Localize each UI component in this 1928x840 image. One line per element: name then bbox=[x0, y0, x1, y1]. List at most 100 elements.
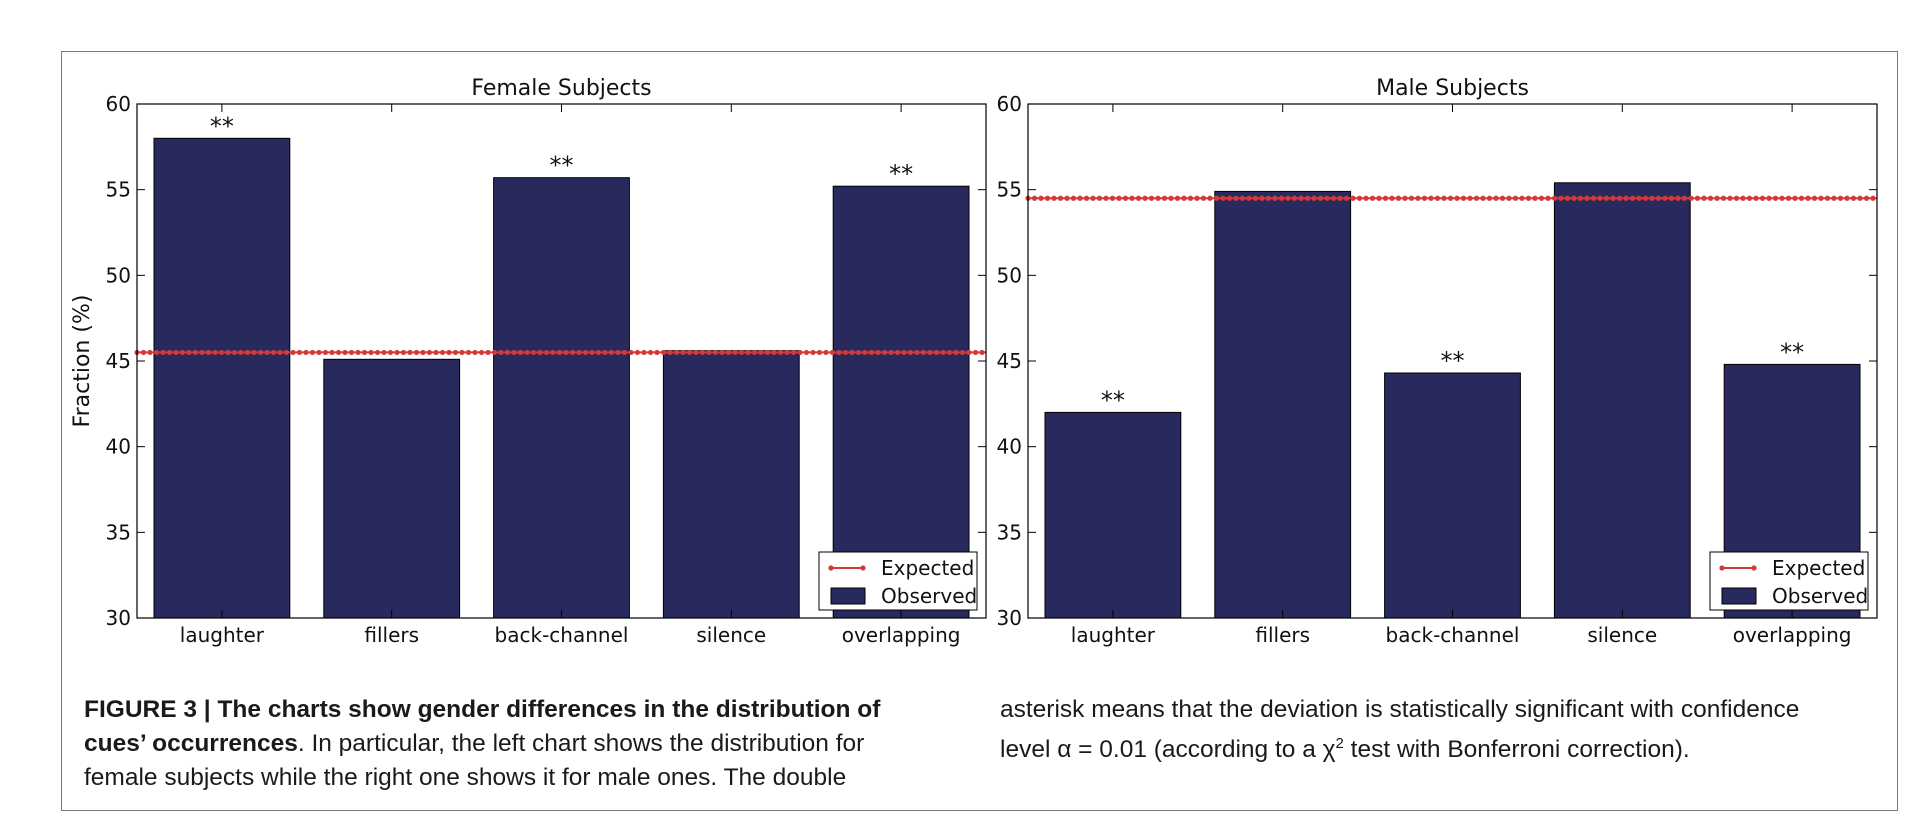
expected-marker bbox=[361, 349, 368, 356]
y-tick-label: 50 bbox=[106, 263, 131, 287]
x-tick-label: back-channel bbox=[495, 623, 629, 647]
y-tick-label: 30 bbox=[106, 606, 131, 630]
expected-marker bbox=[1759, 195, 1766, 201]
legend-expected-marker bbox=[860, 565, 866, 571]
expected-marker bbox=[1233, 195, 1239, 201]
expected-line-markers bbox=[1025, 195, 1876, 201]
expected-marker bbox=[595, 349, 602, 356]
expected-marker bbox=[953, 349, 959, 356]
expected-marker bbox=[1408, 195, 1415, 201]
legend: Expected Observed bbox=[1709, 551, 1869, 611]
expected-marker bbox=[465, 349, 472, 356]
expected-marker bbox=[1363, 195, 1369, 201]
expected-marker bbox=[1278, 195, 1285, 201]
expected-marker bbox=[1844, 195, 1850, 201]
expected-marker bbox=[686, 349, 693, 356]
expected-marker bbox=[1090, 195, 1096, 201]
expected-marker bbox=[511, 349, 517, 356]
expected-marker bbox=[1467, 195, 1473, 201]
expected-marker bbox=[816, 349, 823, 356]
expected-marker bbox=[1818, 195, 1824, 201]
expected-marker bbox=[894, 349, 901, 356]
expected-marker bbox=[1805, 195, 1811, 201]
expected-marker bbox=[1792, 195, 1798, 201]
expected-marker bbox=[784, 349, 790, 356]
expected-marker bbox=[1785, 195, 1792, 201]
y-tick-label: 40 bbox=[106, 435, 131, 459]
expected-marker bbox=[290, 349, 296, 356]
expected-marker bbox=[1857, 195, 1863, 201]
legend-observed-label: Observed bbox=[1772, 584, 1868, 608]
expected-marker bbox=[927, 349, 933, 356]
expected-marker bbox=[1616, 195, 1623, 201]
expected-marker bbox=[166, 349, 173, 356]
caption-text-part2: asterisk means that the deviation is sta… bbox=[1000, 696, 1800, 764]
x-tick-label: laughter bbox=[180, 623, 265, 647]
expected-marker bbox=[1545, 195, 1551, 201]
significance-marker: ** bbox=[1441, 347, 1465, 375]
expected-marker bbox=[810, 349, 816, 356]
expected-marker bbox=[387, 349, 394, 356]
expected-marker bbox=[920, 349, 927, 356]
expected-marker bbox=[303, 349, 309, 356]
expected-marker bbox=[790, 349, 797, 356]
expected-marker bbox=[946, 349, 953, 356]
expected-marker bbox=[1109, 195, 1116, 201]
expected-marker bbox=[1226, 195, 1233, 201]
expected-marker bbox=[1174, 195, 1181, 201]
expected-marker bbox=[1369, 195, 1376, 201]
expected-marker bbox=[621, 349, 628, 356]
expected-marker bbox=[309, 349, 316, 356]
expected-marker bbox=[1727, 195, 1733, 201]
chart-title: Female Subjects bbox=[471, 76, 651, 101]
expected-marker bbox=[1304, 195, 1311, 201]
expected-marker bbox=[777, 349, 784, 356]
expected-marker bbox=[680, 349, 686, 356]
expected-marker bbox=[270, 349, 277, 356]
expected-marker bbox=[1116, 195, 1122, 201]
expected-marker bbox=[1811, 195, 1818, 201]
expected-marker bbox=[576, 349, 582, 356]
expected-marker bbox=[563, 349, 569, 356]
expected-marker bbox=[1070, 195, 1077, 201]
expected-marker bbox=[179, 349, 186, 356]
expected-marker bbox=[316, 349, 322, 356]
y-tick-label: 50 bbox=[997, 263, 1022, 287]
expected-marker bbox=[550, 349, 556, 356]
y-tick-label: 45 bbox=[106, 349, 131, 373]
expected-marker bbox=[1246, 195, 1252, 201]
expected-marker bbox=[374, 349, 381, 356]
expected-marker bbox=[485, 349, 491, 356]
expected-marker bbox=[881, 349, 888, 356]
chart-title: Male Subjects bbox=[1376, 76, 1529, 101]
expected-marker bbox=[1343, 195, 1350, 201]
expected-marker bbox=[1623, 195, 1629, 201]
x-tick-label: laughter bbox=[1071, 623, 1156, 647]
expected-marker bbox=[1376, 195, 1382, 201]
expected-marker bbox=[218, 349, 225, 356]
expected-marker bbox=[524, 349, 530, 356]
expected-marker bbox=[842, 349, 849, 356]
charts-canvas: ** ** ** 30 35 40 45 50 55 60 laughter fillers back-… bbox=[70, 76, 1878, 647]
x-tick-label: overlapping bbox=[1733, 623, 1852, 647]
expected-marker bbox=[1649, 195, 1655, 201]
expected-marker bbox=[1486, 195, 1493, 201]
expected-marker bbox=[407, 349, 413, 356]
caption-label: FIGURE 3 | bbox=[84, 696, 218, 723]
expected-marker bbox=[725, 349, 732, 356]
y-tick-label: 35 bbox=[106, 520, 131, 544]
caption-text-part1: . In particular, the left chart shows th… bbox=[84, 730, 865, 791]
figure-caption-left: FIGURE 3 | The charts show gender differ… bbox=[84, 693, 924, 795]
expected-marker bbox=[426, 349, 433, 356]
expected-marker bbox=[1707, 195, 1714, 201]
expected-marker bbox=[329, 349, 335, 356]
expected-marker bbox=[1493, 195, 1499, 201]
expected-marker bbox=[1064, 195, 1070, 201]
expected-marker bbox=[140, 349, 147, 356]
bar-fillers bbox=[1214, 190, 1352, 619]
legend-expected-marker bbox=[828, 565, 834, 571]
caption-end-text: test with Bonferroni correction). bbox=[1343, 736, 1690, 764]
significance-marker: ** bbox=[1780, 338, 1804, 366]
expected-marker bbox=[394, 349, 400, 356]
expected-marker bbox=[602, 349, 608, 356]
